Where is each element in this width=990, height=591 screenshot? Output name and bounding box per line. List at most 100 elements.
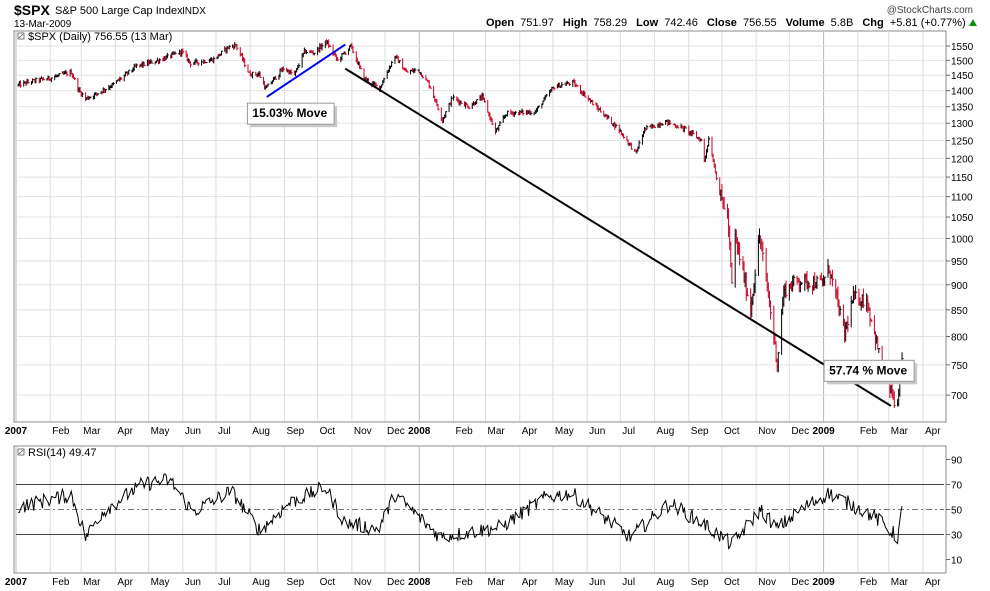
- y-tick-label: 10: [951, 556, 963, 567]
- close-value: 756.55: [743, 17, 777, 29]
- x-tick-label: Oct: [320, 426, 336, 437]
- chg-value: +5.81 (+0.77%): [890, 17, 966, 29]
- x-tick-label: Feb: [860, 577, 878, 588]
- y-tick-label: 90: [951, 456, 963, 467]
- x-tick-label: Nov: [354, 426, 372, 437]
- price-y-axis: 700 750 800 850 900 950 1000 1050 1100 1150 1200 12…: [946, 42, 974, 402]
- low-label: Low: [636, 17, 658, 29]
- x-tick-label: 2008: [408, 426, 431, 437]
- x-tick-label: Apr: [117, 426, 133, 437]
- y-tick-label: 70: [951, 481, 963, 492]
- y-tick-label: 1550: [951, 42, 974, 53]
- rsi-grid: [15, 447, 944, 572]
- x-tick-label: May: [151, 426, 170, 437]
- annotation-box: 15.03% Move: [246, 102, 338, 128]
- y-tick-label: 1350: [951, 103, 974, 114]
- y-tick-label: 750: [951, 361, 968, 372]
- y-tick-label: 1150: [951, 173, 973, 184]
- x-tick-label: Apr: [522, 426, 538, 437]
- x-tick-label: Aug: [657, 577, 675, 588]
- volume-value: 5.8B: [831, 17, 854, 29]
- open-value: 751.97: [520, 17, 554, 29]
- x-tick-label: Jul: [218, 426, 231, 437]
- x-tick-label: Nov: [758, 426, 776, 437]
- price-grid: [15, 32, 944, 421]
- high-label: High: [563, 17, 588, 29]
- x-tick-label: Aug: [252, 577, 270, 588]
- chart-date: 13-Mar-2009: [14, 19, 72, 30]
- price-panel: [13, 30, 947, 423]
- x-tick-label: Mar: [488, 426, 506, 437]
- low-value: 742.46: [664, 17, 698, 29]
- x-tick-label: Sep: [691, 577, 709, 588]
- x-tick-label: Jun: [185, 577, 201, 588]
- y-tick-label: 1000: [951, 234, 974, 245]
- chg-label: Chg: [862, 17, 883, 29]
- price-legend: $SPX (Daily) 756.55 (13 Mar): [17, 31, 172, 43]
- x-tick-label: 2009: [812, 426, 835, 437]
- x-tick-label: May: [555, 426, 574, 437]
- x-tick-label: Dec: [387, 426, 405, 437]
- price-legend-text: $SPX (Daily) 756.55 (13 Mar): [28, 31, 172, 43]
- x-tick-label: Dec: [387, 577, 405, 588]
- x-tick-label: Mar: [83, 577, 101, 588]
- y-tick-label: 1200: [951, 154, 974, 165]
- x-tick-label: Aug: [252, 426, 270, 437]
- x-tick-label: Mar: [891, 426, 909, 437]
- x-tick-label: Nov: [354, 577, 372, 588]
- x-tick-label: Jun: [185, 426, 201, 437]
- x-tick-label: Feb: [52, 426, 70, 437]
- rsi-series-line: [18, 473, 903, 550]
- x-tick-label: Jul: [622, 426, 635, 437]
- x-tick-label: Mar: [488, 577, 506, 588]
- x-tick-label: Dec: [791, 426, 809, 437]
- x-tick-label: Dec: [791, 577, 809, 588]
- y-tick-label: 950: [951, 257, 968, 268]
- exchange-label: INDX: [182, 6, 206, 17]
- close-label: Close: [707, 17, 737, 29]
- x-tick-label: Oct: [724, 426, 740, 437]
- blue-trendline: [266, 43, 346, 98]
- x-tick-label: Apr: [117, 577, 133, 588]
- rsi-legend-text: RSI(14) 49.47: [28, 447, 96, 459]
- y-tick-label: 850: [951, 306, 968, 317]
- x-tick-label: Aug: [657, 426, 675, 437]
- x-tick-label: Oct: [724, 577, 740, 588]
- y-tick-label: 1450: [951, 71, 974, 82]
- x-tick-label: Feb: [52, 577, 70, 588]
- annotation-text: 15.03% Move: [252, 106, 327, 120]
- x-tick-label: Jul: [622, 577, 635, 588]
- x-tick-label: Jun: [589, 577, 605, 588]
- rsi-legend: RSI(14) 49.47: [17, 447, 96, 459]
- y-tick-label: 1500: [951, 56, 974, 67]
- price-x-axis: 2007 Feb Mar Apr May Jun Jul Aug Sep Oct Nov Dec 200…: [5, 426, 941, 437]
- x-tick-label: Mar: [891, 577, 909, 588]
- x-tick-label: 2009: [812, 577, 835, 588]
- annotation-frame: [246, 102, 335, 125]
- x-tick-label: Sep: [691, 426, 709, 437]
- x-tick-label: 2007: [5, 577, 28, 588]
- x-tick-label: 2007: [5, 426, 28, 437]
- index-name: S&P 500 Large Cap Index: [55, 5, 183, 17]
- x-tick-label: Jun: [589, 426, 605, 437]
- x-tick-label: Nov: [758, 577, 776, 588]
- x-tick-label: Feb: [860, 426, 878, 437]
- annotation-frame: [823, 359, 915, 382]
- x-tick-label: Mar: [83, 426, 101, 437]
- x-tick-label: Apr: [925, 577, 941, 588]
- y-tick-label: 1250: [951, 136, 974, 147]
- x-tick-label: Jul: [218, 577, 231, 588]
- annotation-text: 57.74 % Move: [829, 363, 907, 377]
- y-tick-label: 800: [951, 332, 968, 343]
- volume-label: Volume: [786, 17, 825, 29]
- x-tick-label: Feb: [455, 426, 473, 437]
- y-tick-label: 50: [951, 506, 963, 517]
- x-tick-label: 2008: [408, 577, 431, 588]
- x-tick-label: Apr: [925, 426, 941, 437]
- y-tick-label: 1100: [951, 193, 973, 204]
- trendlines: [266, 43, 892, 407]
- up-arrow-icon: [969, 19, 977, 26]
- rsi-x-axis: 2007 Feb Mar Apr May Jun Jul Aug Sep Oct Nov Dec 200…: [5, 577, 941, 588]
- x-tick-label: May: [555, 577, 574, 588]
- x-tick-label: Apr: [522, 577, 538, 588]
